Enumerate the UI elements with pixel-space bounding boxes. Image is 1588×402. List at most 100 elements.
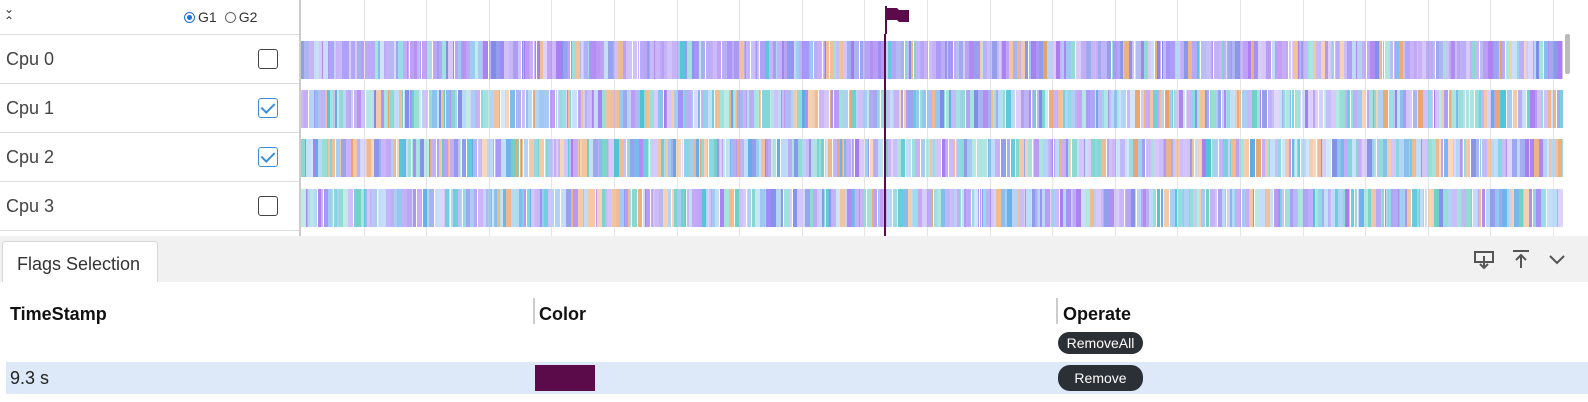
activity-slice bbox=[1394, 41, 1395, 79]
activity-slice bbox=[1278, 139, 1281, 177]
group-radio-g2[interactable]: G2 bbox=[224, 9, 257, 25]
activity-slice bbox=[667, 90, 672, 128]
activity-slice bbox=[773, 139, 774, 177]
activity-slice bbox=[1159, 90, 1160, 128]
activity-slice bbox=[901, 90, 903, 128]
cpu-checkbox[interactable] bbox=[258, 196, 278, 216]
flag-icon[interactable] bbox=[887, 6, 911, 26]
cpu-track-3[interactable] bbox=[301, 189, 1563, 227]
activity-slice bbox=[537, 189, 540, 227]
activity-slice bbox=[613, 41, 614, 79]
activity-slice bbox=[934, 189, 937, 227]
activity-slice bbox=[956, 41, 959, 79]
activity-slice bbox=[1219, 139, 1222, 177]
activity-slice bbox=[887, 189, 892, 227]
collapse-toggle[interactable]: ⌄ ⌃ bbox=[4, 3, 16, 31]
activity-slice bbox=[706, 41, 711, 79]
tab-flags-selection[interactable]: Flags Selection bbox=[2, 241, 158, 282]
remove-all-button[interactable]: RemoveAll bbox=[1058, 332, 1143, 354]
cpu-track-1[interactable] bbox=[301, 90, 1563, 128]
activity-slice bbox=[407, 41, 408, 79]
activity-slice bbox=[444, 90, 445, 128]
activity-slice bbox=[540, 41, 543, 79]
activity-slice bbox=[1479, 189, 1481, 227]
activity-slice bbox=[376, 189, 377, 227]
color-swatch[interactable] bbox=[535, 365, 595, 391]
chevron-down-icon[interactable]: ⌄ bbox=[4, 2, 15, 16]
vertical-scrollbar[interactable] bbox=[1565, 34, 1570, 74]
activity-slice bbox=[733, 90, 736, 128]
activity-slice bbox=[405, 90, 409, 128]
activity-slice bbox=[1482, 189, 1485, 227]
activity-slice bbox=[1192, 139, 1194, 177]
cpu-checkbox[interactable] bbox=[258, 98, 278, 118]
column-resize-handle[interactable] bbox=[299, 0, 301, 236]
activity-slice bbox=[794, 139, 798, 177]
activity-slice bbox=[488, 90, 490, 128]
download-icon[interactable] bbox=[1473, 248, 1495, 270]
activity-slice bbox=[431, 139, 436, 177]
cpu-track-0[interactable] bbox=[301, 41, 1563, 79]
chevron-up-icon[interactable]: ⌃ bbox=[4, 14, 15, 28]
activity-slice bbox=[658, 139, 661, 177]
activity-slice bbox=[631, 90, 635, 128]
activity-slice bbox=[1146, 90, 1150, 128]
activity-slice bbox=[1157, 41, 1160, 79]
activity-slice bbox=[448, 41, 453, 79]
column-separator[interactable] bbox=[1056, 298, 1058, 324]
activity-slice bbox=[464, 189, 466, 227]
timeline-header-left: ⌄ ⌃ G1 G2 bbox=[0, 0, 299, 35]
activity-slice bbox=[337, 189, 338, 227]
activity-slice bbox=[534, 41, 535, 79]
remove-button[interactable]: Remove bbox=[1058, 365, 1143, 391]
radio-button[interactable] bbox=[184, 11, 195, 23]
activity-slice bbox=[373, 189, 376, 227]
activity-slice bbox=[455, 90, 457, 128]
activity-slice bbox=[1055, 189, 1059, 227]
activity-slice bbox=[1117, 90, 1119, 128]
group-radio-g1[interactable]: G1 bbox=[184, 9, 217, 25]
activity-slice bbox=[1126, 189, 1131, 227]
activity-slice bbox=[502, 189, 503, 227]
activity-slice bbox=[481, 90, 483, 128]
cpu-checkbox[interactable] bbox=[258, 147, 278, 167]
activity-slice bbox=[1339, 90, 1340, 128]
activity-slice bbox=[858, 90, 863, 128]
activity-slice bbox=[1225, 189, 1226, 227]
activity-slice bbox=[944, 90, 945, 128]
radio-button[interactable] bbox=[224, 11, 236, 23]
activity-slice bbox=[991, 139, 995, 177]
timeline-area[interactable] bbox=[301, 0, 1565, 236]
activity-slice bbox=[1157, 189, 1160, 227]
activity-slice bbox=[821, 41, 822, 79]
activity-slice bbox=[1071, 189, 1072, 227]
activity-slice bbox=[1558, 41, 1562, 79]
upload-icon[interactable] bbox=[1510, 248, 1532, 270]
activity-slice bbox=[1043, 139, 1048, 177]
table-row[interactable] bbox=[6, 362, 1588, 394]
activity-slice bbox=[649, 41, 650, 79]
activity-slice bbox=[758, 90, 759, 128]
activity-slice bbox=[389, 90, 394, 128]
activity-slice bbox=[907, 41, 909, 79]
activity-slice bbox=[886, 41, 888, 79]
activity-slice bbox=[417, 189, 422, 227]
activity-slice bbox=[572, 41, 576, 79]
column-header-operate[interactable]: Operate bbox=[1063, 304, 1132, 324]
column-header-color[interactable]: Color bbox=[539, 304, 586, 324]
activity-slice bbox=[774, 90, 778, 128]
activity-slice bbox=[1231, 41, 1232, 79]
activity-slice bbox=[881, 41, 886, 79]
cpu-track-2[interactable] bbox=[301, 139, 1563, 177]
activity-slice bbox=[397, 139, 399, 177]
activity-slice bbox=[429, 189, 434, 227]
activity-slice bbox=[1479, 90, 1481, 128]
cpu-checkbox[interactable] bbox=[258, 49, 278, 69]
chevron-down-icon[interactable] bbox=[1546, 248, 1568, 270]
column-header-timestamp[interactable]: TimeStamp bbox=[10, 304, 107, 324]
activity-slice bbox=[974, 90, 978, 128]
activity-slice bbox=[1295, 139, 1297, 177]
activity-slice bbox=[1367, 41, 1370, 79]
column-separator[interactable] bbox=[533, 298, 535, 324]
activity-slice bbox=[1539, 139, 1543, 177]
